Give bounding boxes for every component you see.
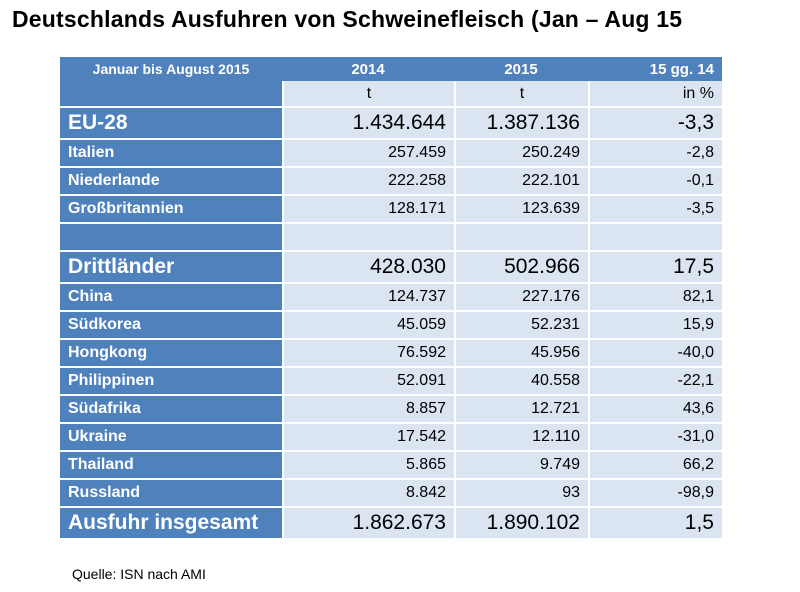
row-label: Thailand: [60, 452, 282, 480]
value-change: 82,1: [588, 284, 722, 312]
row-label: EU-28: [60, 108, 282, 140]
value-2015: 1.387.136: [454, 108, 588, 140]
value-2014: 222.258: [282, 168, 454, 196]
row-label: Großbritannien: [60, 196, 282, 224]
row-label: Ukraine: [60, 424, 282, 452]
table-row: Südkorea 45.059 52.231 15,9: [60, 312, 722, 340]
value-change: -3,5: [588, 196, 722, 224]
value-2014: 257.459: [282, 140, 454, 168]
row-label: Ausfuhr insgesamt: [60, 508, 282, 540]
table-row: Ukraine 17.542 12.110 -31,0: [60, 424, 722, 452]
table-row: [60, 224, 722, 252]
value-2014: 1.862.673: [282, 508, 454, 540]
header-row: Januar bis August 2015 2014 2015 15 gg. …: [60, 57, 722, 81]
table-row: EU-28 1.434.644 1.387.136 -3,3: [60, 108, 722, 140]
value-2014: 8.842: [282, 480, 454, 508]
value-change: [588, 224, 722, 252]
value-2015: 45.956: [454, 340, 588, 368]
source-note: Quelle: ISN nach AMI: [72, 566, 206, 582]
column-header-period: Januar bis August 2015: [60, 57, 282, 81]
table-row: Philippinen 52.091 40.558 -22,1: [60, 368, 722, 396]
value-change: -0,1: [588, 168, 722, 196]
value-2015: 12.110: [454, 424, 588, 452]
row-label: Südafrika: [60, 396, 282, 424]
value-2014: 17.542: [282, 424, 454, 452]
row-label: Niederlande: [60, 168, 282, 196]
column-header-2015: 2015: [454, 57, 588, 81]
unit-2014: t: [282, 81, 454, 108]
table-row: Thailand 5.865 9.749 66,2: [60, 452, 722, 480]
unit-2015: t: [454, 81, 588, 108]
row-label: Südkorea: [60, 312, 282, 340]
value-change: -3,3: [588, 108, 722, 140]
value-2014: 45.059: [282, 312, 454, 340]
value-2014: 428.030: [282, 252, 454, 284]
value-2015: 9.749: [454, 452, 588, 480]
value-2015: 1.890.102: [454, 508, 588, 540]
value-change: -98,9: [588, 480, 722, 508]
table-row: Niederlande 222.258 222.101 -0,1: [60, 168, 722, 196]
chart-title: Deutschlands Ausfuhren von Schweinefleis…: [12, 6, 683, 32]
value-2015: [454, 224, 588, 252]
row-label: Philippinen: [60, 368, 282, 396]
row-label: [60, 224, 282, 252]
value-2014: 124.737: [282, 284, 454, 312]
unit-change: in %: [588, 81, 722, 108]
value-2015: 227.176: [454, 284, 588, 312]
table-row: Russland 8.842 93 -98,9: [60, 480, 722, 508]
units-row: t t in %: [60, 81, 722, 108]
value-change: -2,8: [588, 140, 722, 168]
value-2014: 1.434.644: [282, 108, 454, 140]
table-row: Italien 257.459 250.249 -2,8: [60, 140, 722, 168]
table-row: Großbritannien 128.171 123.639 -3,5: [60, 196, 722, 224]
value-2015: 123.639: [454, 196, 588, 224]
value-2015: 40.558: [454, 368, 588, 396]
value-change: -40,0: [588, 340, 722, 368]
value-2014: 76.592: [282, 340, 454, 368]
table-row: China 124.737 227.176 82,1: [60, 284, 722, 312]
value-2015: 93: [454, 480, 588, 508]
value-2014: 52.091: [282, 368, 454, 396]
value-2015: 52.231: [454, 312, 588, 340]
value-2014: 128.171: [282, 196, 454, 224]
value-2014: 5.865: [282, 452, 454, 480]
value-change: 43,6: [588, 396, 722, 424]
units-label: [60, 81, 282, 108]
value-change: -22,1: [588, 368, 722, 396]
value-change: -31,0: [588, 424, 722, 452]
value-change: 17,5: [588, 252, 722, 284]
value-change: 66,2: [588, 452, 722, 480]
row-label: Hongkong: [60, 340, 282, 368]
value-change: 15,9: [588, 312, 722, 340]
row-label: Russland: [60, 480, 282, 508]
value-2015: 250.249: [454, 140, 588, 168]
table-row: Hongkong 76.592 45.956 -40,0: [60, 340, 722, 368]
row-label: China: [60, 284, 282, 312]
row-label: Italien: [60, 140, 282, 168]
table-row: Südafrika 8.857 12.721 43,6: [60, 396, 722, 424]
value-2014: 8.857: [282, 396, 454, 424]
value-2015: 222.101: [454, 168, 588, 196]
table-row: Drittländer 428.030 502.966 17,5: [60, 252, 722, 284]
column-header-2014: 2014: [282, 57, 454, 81]
table-row: Ausfuhr insgesamt 1.862.673 1.890.102 1,5: [60, 508, 722, 540]
value-2014: [282, 224, 454, 252]
row-label: Drittländer: [60, 252, 282, 284]
value-2015: 12.721: [454, 396, 588, 424]
value-change: 1,5: [588, 508, 722, 540]
column-header-change: 15 gg. 14: [588, 57, 722, 81]
value-2015: 502.966: [454, 252, 588, 284]
export-table: Januar bis August 2015 2014 2015 15 gg. …: [60, 57, 722, 540]
